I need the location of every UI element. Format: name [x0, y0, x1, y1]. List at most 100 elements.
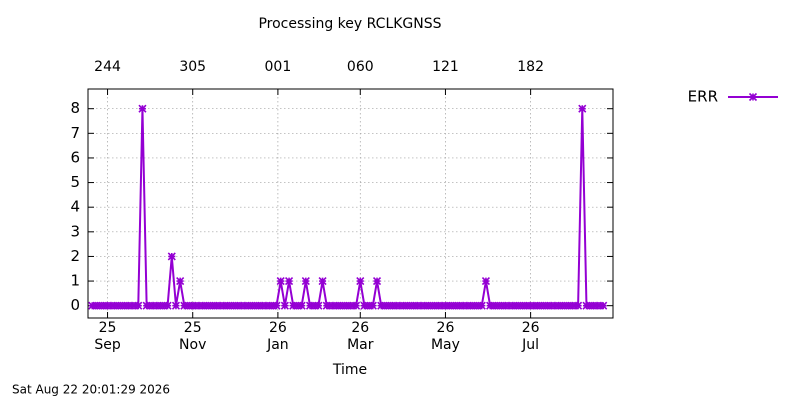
x-tick-label: 26 May	[431, 320, 460, 353]
x-tick-label-line: 26	[522, 320, 540, 336]
x-tick-label-line: 26	[437, 320, 455, 336]
x-tick-label-line: Jan	[266, 337, 289, 353]
x-tick-label: 26 Jul	[521, 320, 539, 353]
data-point	[226, 301, 235, 310]
data-point	[150, 301, 160, 310]
data-point	[523, 301, 532, 310]
data-point	[171, 301, 181, 310]
data-point	[280, 301, 289, 310]
legend-marker	[748, 92, 758, 102]
data-point	[284, 276, 294, 286]
x-axis-label: Time	[332, 362, 367, 378]
data-point	[444, 301, 453, 310]
data-point	[590, 301, 599, 310]
data-point	[569, 301, 578, 310]
data-point	[548, 301, 558, 310]
data-point	[167, 252, 176, 261]
x-tick-label-line: May	[431, 337, 460, 353]
data-point	[574, 301, 583, 310]
x2-tick-label: 121	[432, 59, 459, 75]
data-point	[381, 301, 390, 310]
data-point	[104, 301, 114, 310]
y-tick-label: 1	[70, 272, 80, 290]
x-tick-label-line: 26	[351, 320, 369, 336]
data-point	[515, 301, 524, 310]
legend-label: ERR	[688, 88, 718, 106]
data-point	[121, 301, 130, 310]
data-point	[255, 301, 264, 310]
x-tick-label: 26 Mar	[347, 320, 374, 353]
data-point	[352, 301, 361, 310]
data-point	[188, 301, 197, 310]
data-point	[494, 301, 503, 310]
data-point	[385, 301, 394, 310]
data-point	[477, 301, 486, 310]
data-point	[582, 301, 591, 310]
data-point	[406, 301, 415, 310]
data-point	[272, 301, 281, 310]
data-point	[469, 301, 478, 310]
data-point	[96, 301, 105, 310]
x-tick-label-line: Jul	[521, 337, 539, 353]
data-point	[301, 276, 310, 286]
x2-tick-label: 244	[94, 59, 121, 75]
data-point	[578, 104, 587, 113]
x-tick-label: 26 Jan	[266, 320, 289, 353]
data-point	[276, 276, 285, 286]
plot-frame	[87, 88, 614, 319]
data-point	[339, 301, 348, 310]
data-point	[502, 301, 511, 310]
data-point	[599, 301, 608, 310]
data-point	[297, 301, 306, 310]
y-tick-label: 7	[70, 124, 80, 142]
data-point	[197, 301, 206, 310]
data-point	[347, 301, 356, 310]
data-point	[322, 301, 331, 310]
data-point	[289, 301, 298, 310]
data-point	[456, 301, 465, 310]
data-point	[117, 301, 126, 310]
data-point	[230, 301, 239, 310]
data-point	[163, 301, 172, 310]
data-point	[561, 301, 570, 310]
data-point	[113, 301, 122, 310]
y-tick-label: 4	[70, 198, 80, 216]
data-point	[293, 301, 302, 310]
data-point	[155, 301, 164, 310]
data-point	[109, 301, 118, 310]
data-point	[427, 301, 436, 310]
y-tick-label: 8	[70, 99, 80, 117]
y-tick-label: 5	[70, 173, 80, 191]
data-point	[511, 301, 520, 310]
data-point	[519, 301, 528, 310]
y-tick-label: 2	[70, 247, 80, 265]
data-point	[402, 301, 411, 310]
data-point	[565, 301, 574, 310]
x-tick-label: 25 Sep	[94, 320, 121, 353]
data-point	[305, 301, 315, 310]
data-point	[88, 301, 97, 310]
data-point	[498, 301, 507, 310]
data-point	[318, 276, 327, 286]
data-point	[251, 301, 260, 310]
data-point	[435, 301, 444, 310]
data-point	[431, 301, 440, 310]
data-point	[243, 301, 252, 310]
x-tick-label-line: Sep	[94, 337, 121, 353]
data-point	[586, 301, 595, 310]
data-point	[368, 301, 377, 310]
data-point	[465, 301, 474, 310]
x-tick-label-line: 25	[184, 320, 202, 336]
x-tick-label: 25 Nov	[179, 320, 206, 353]
data-point	[423, 301, 432, 310]
data-point	[389, 301, 398, 310]
data-point	[377, 301, 386, 310]
data-point	[473, 301, 482, 310]
x-tick-label-line: Nov	[179, 337, 206, 353]
data-point	[452, 301, 461, 310]
data-point	[209, 301, 218, 310]
data-point	[100, 301, 109, 310]
data-point	[138, 104, 147, 113]
